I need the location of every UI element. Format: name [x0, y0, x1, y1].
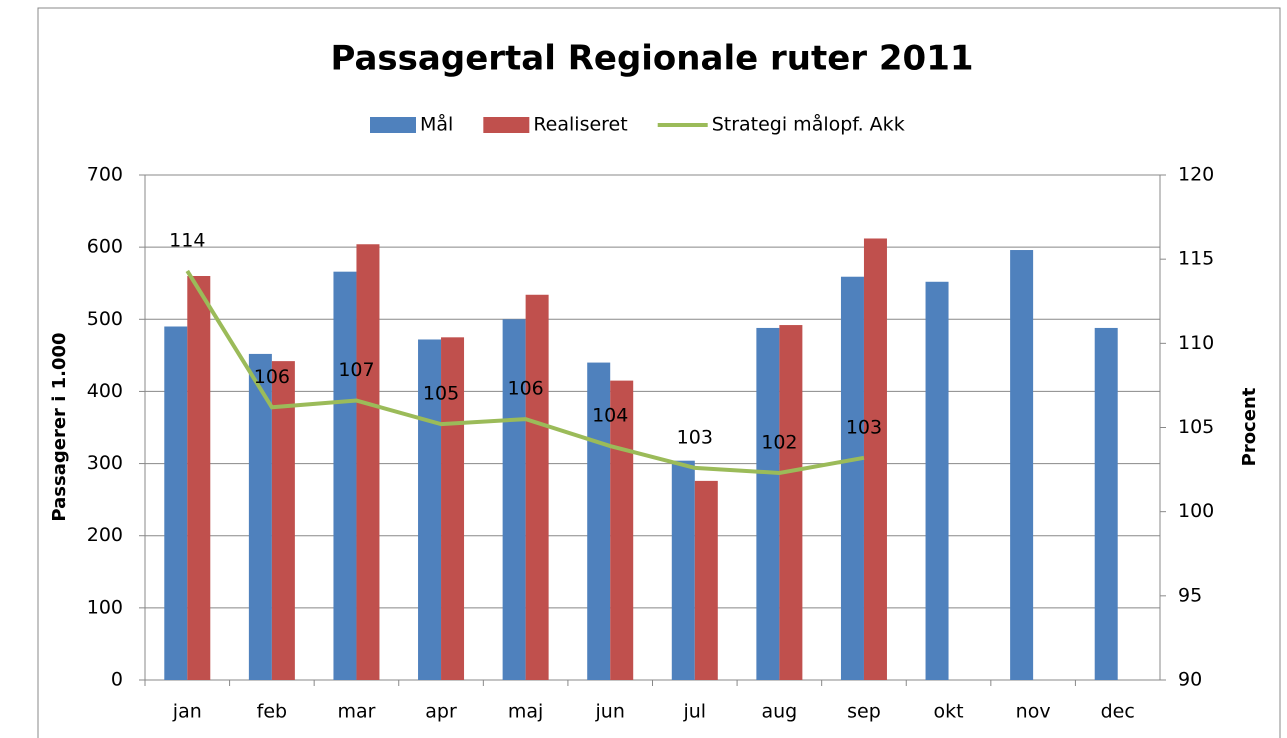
legend-swatch [483, 117, 530, 133]
y2-tick-label: 105 [1178, 416, 1214, 438]
data-label: 104 [592, 405, 628, 427]
bar [756, 327, 780, 680]
x-tick-label: apr [425, 701, 457, 723]
y2-tick-label: 90 [1178, 669, 1202, 691]
line-series [185, 269, 865, 475]
bar [840, 276, 864, 680]
x-tick-label: okt [934, 701, 964, 723]
data-label: 106 [254, 366, 290, 388]
data-label: 102 [761, 431, 797, 453]
y-tick-label: 700 [87, 164, 123, 186]
x-tick-label: jan [172, 701, 202, 723]
bar [502, 319, 526, 680]
legend-label: Realiseret [533, 114, 627, 136]
legend-label: Mål [420, 113, 453, 136]
bar [863, 238, 887, 680]
x-tick-label: sep [847, 701, 881, 723]
bar [1094, 327, 1118, 680]
bar [248, 353, 272, 680]
chart-title: Passagertal Regionale ruter 2011 [330, 39, 973, 79]
y2-tick-label: 100 [1178, 500, 1214, 522]
x-tick-label: maj [508, 701, 543, 723]
y-tick-label: 400 [87, 380, 123, 402]
y2-axis-title: Procent [1239, 387, 1260, 466]
bar [333, 271, 357, 680]
data-label: 103 [677, 426, 713, 448]
x-tick-label: feb [257, 701, 287, 723]
x-tick-label: jun [595, 701, 625, 723]
bar [418, 339, 442, 680]
chart-frame [37, 7, 1281, 738]
bar [1010, 250, 1034, 680]
x-tick-label: dec [1101, 701, 1135, 723]
bar [164, 326, 188, 680]
data-label: 106 [507, 378, 543, 400]
x-tick-label: mar [337, 701, 375, 723]
bar [694, 480, 718, 680]
y2-tick-label: 95 [1178, 584, 1202, 606]
y-tick-label: 600 [87, 236, 123, 258]
bar [610, 380, 634, 680]
x-tick-label: nov [1016, 701, 1051, 723]
y-tick-label: 200 [87, 524, 123, 546]
y-tick-label: 500 [87, 308, 123, 330]
bar [187, 276, 211, 680]
y-tick-label: 300 [87, 452, 123, 474]
bar [271, 361, 295, 680]
x-tick-label: jul [682, 701, 706, 723]
bar [779, 325, 803, 680]
y-tick-label: 100 [87, 596, 123, 618]
data-label: 114 [169, 229, 205, 251]
y-tick-label: 0 [111, 669, 123, 691]
legend-label: Strategi målopf. Akk [712, 113, 905, 136]
data-label: 107 [338, 359, 374, 381]
bar [671, 460, 695, 680]
y2-tick-label: 115 [1178, 248, 1214, 270]
y2-tick-label: 120 [1178, 164, 1214, 186]
y2-tick-label: 110 [1178, 332, 1214, 354]
bar [525, 294, 549, 680]
x-tick-label: aug [762, 701, 798, 723]
data-label: 105 [423, 383, 459, 405]
data-label: 103 [846, 416, 882, 438]
legend-swatch [370, 117, 416, 133]
y-axis-title: Passagerer i 1.000 [49, 332, 70, 521]
bar [925, 281, 949, 680]
bar [356, 244, 380, 680]
